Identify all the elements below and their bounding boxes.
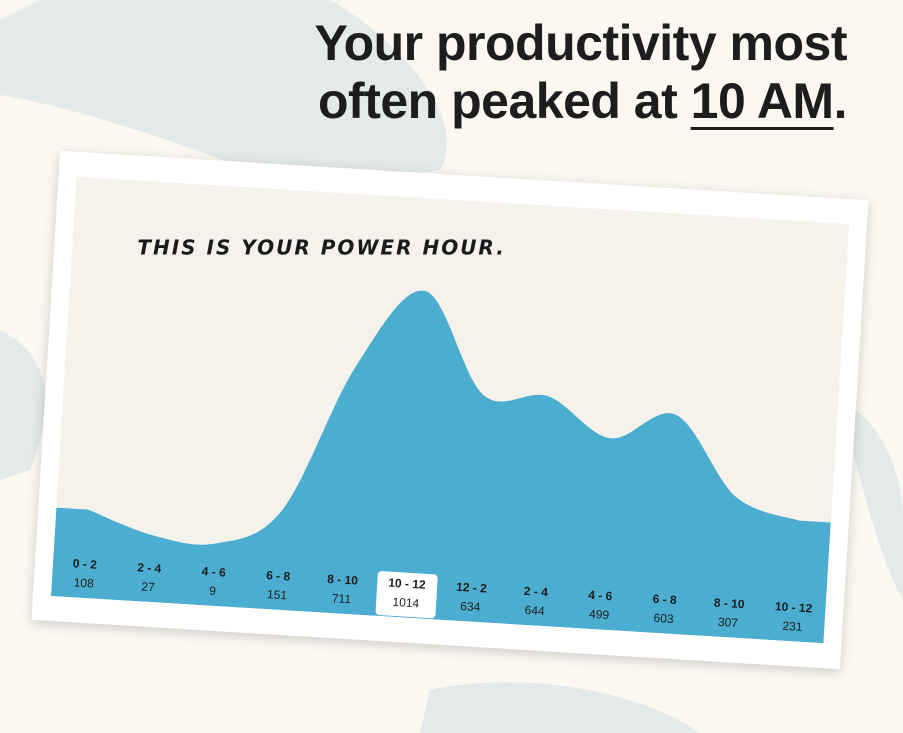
time-bin-label: 8 - 10 (326, 571, 359, 588)
time-bin-label: 4 - 6 (587, 587, 613, 604)
time-bin-label: 8 - 10 (713, 595, 745, 612)
time-bin-value: 499 (588, 606, 610, 623)
productivity-chart (50, 290, 831, 644)
time-bin-label: 6 - 8 (652, 591, 678, 608)
time-bin-value: 711 (331, 591, 352, 607)
time-bin-label: 2 - 4 (136, 560, 162, 576)
time-bin: 6 - 8 603 (633, 587, 696, 635)
time-bin-label: 6 - 8 (265, 568, 291, 584)
headline: Your productivity most often peaked at 1… (314, 14, 847, 130)
headline-line-2-prefix: often peaked at (318, 73, 678, 129)
time-bin-value: 27 (141, 579, 156, 595)
time-bin-value: 634 (459, 599, 481, 615)
time-bin-value: 9 (208, 583, 217, 599)
time-bin-value: 603 (653, 610, 675, 627)
time-bin: 2 - 4 644 (504, 579, 567, 627)
headline-period: . (833, 73, 848, 129)
time-bin-label: 10 - 12 (387, 575, 427, 592)
time-bin-value: 151 (266, 587, 288, 603)
time-bin-label: 0 - 2 (72, 556, 98, 572)
chart-area: THIS IS YOUR POWER HOUR. 0 - 2 108 2 - 4 27… (50, 176, 850, 644)
time-bin-label: 10 - 12 (774, 599, 813, 616)
time-bin: 8 - 10 307 (697, 591, 760, 639)
time-bin: 10 - 12 231 (762, 595, 825, 643)
headline-line-1: Your productivity most (314, 15, 847, 71)
time-bin: 0 - 2 108 (53, 551, 116, 599)
time-bin-label: 4 - 6 (201, 564, 227, 580)
time-bin: 4 - 6 499 (568, 583, 631, 631)
time-bin-label: 2 - 4 (523, 583, 549, 600)
time-bin: 6 - 8 151 (246, 563, 309, 611)
time-bin-peak: 10 - 12 1014 (375, 570, 438, 619)
headline-peak-time: 10 AM (690, 73, 834, 129)
productivity-area (50, 290, 831, 644)
time-bin-value: 307 (717, 614, 739, 630)
time-bin-value: 231 (782, 618, 803, 634)
time-bin-value: 108 (73, 575, 95, 591)
time-bin: 8 - 10 711 (311, 567, 374, 615)
time-bin: 4 - 6 9 (182, 559, 245, 607)
time-bin-value: 644 (524, 602, 546, 619)
time-bin-value: 1014 (392, 594, 420, 611)
time-bin: 2 - 4 27 (117, 555, 180, 603)
power-hour-annotation: THIS IS YOUR POWER HOUR. (137, 235, 506, 260)
chart-card: THIS IS YOUR POWER HOUR. 0 - 2 108 2 - 4 27… (31, 150, 869, 670)
time-bin-label: 12 - 2 (455, 579, 488, 596)
time-bin: 12 - 2 634 (440, 575, 503, 623)
